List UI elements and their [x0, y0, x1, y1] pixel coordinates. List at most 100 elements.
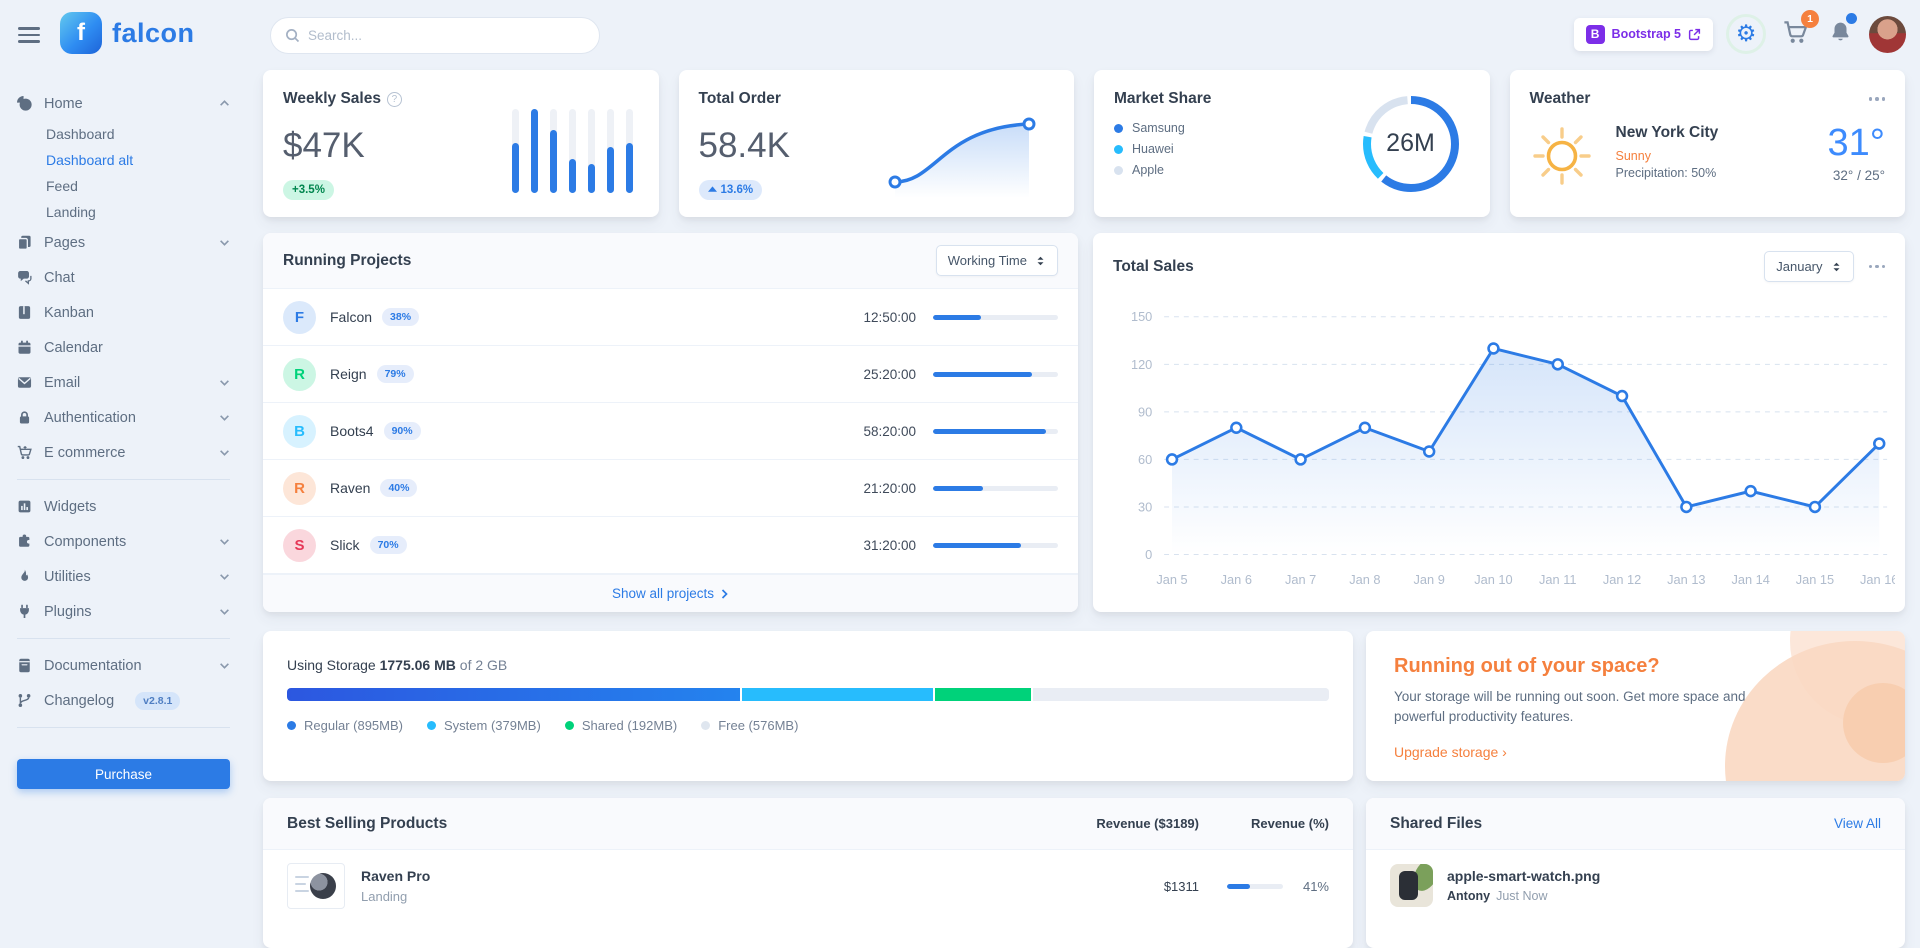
weather-card: Weather New York City Sunny Precipi	[1509, 70, 1905, 217]
card-menu-icon[interactable]	[1868, 97, 1885, 101]
svg-text:30: 30	[1138, 499, 1152, 514]
sidebar-item-label: Home	[44, 95, 83, 112]
total-order-badge: 13.6%	[698, 180, 763, 200]
sidebar-item-components[interactable]: Components	[17, 524, 230, 559]
file-owner: Antony	[1447, 889, 1491, 903]
storage-legend-item: Free (576MB)	[701, 718, 798, 733]
chevron-up-icon	[219, 98, 230, 109]
cart-button[interactable]: 1	[1779, 9, 1819, 53]
storage-legend-item: System (379MB)	[427, 718, 541, 733]
shared-files-card: Shared Files View All apple-smart-watch.…	[1366, 798, 1905, 948]
legend-dot	[1114, 123, 1123, 133]
bell-icon	[1832, 22, 1849, 41]
storage-segment-1	[742, 688, 936, 701]
project-avatar: S	[283, 528, 316, 562]
show-all-projects-link[interactable]: Show all projects	[263, 574, 1078, 612]
project-avatar: F	[283, 300, 316, 334]
email-icon	[17, 375, 33, 390]
working-time-select[interactable]: Working Time	[935, 245, 1058, 276]
month-select[interactable]: January	[1764, 251, 1854, 282]
notification-dot-badge	[1846, 13, 1857, 24]
file-name[interactable]: apple-smart-watch.png	[1447, 868, 1601, 884]
sidebar-item-dashboard[interactable]: Dashboard	[17, 121, 230, 147]
weekly-sales-bar	[511, 109, 519, 193]
project-progress-badge: 90%	[383, 422, 421, 440]
sidebar-item-dashboard-alt[interactable]: Dashboard alt	[17, 147, 230, 173]
sidebar-item-label: Kanban	[44, 304, 94, 321]
storage-legend-item: Shared (192MB)	[564, 718, 677, 733]
legend-dot	[1114, 165, 1123, 175]
brand-name: falcon	[112, 17, 195, 48]
sidebar-item-calendar[interactable]: Calendar	[17, 330, 230, 365]
storage-card: Using Storage 1775.06 MB of 2 GB Regular…	[263, 631, 1353, 781]
sidebar-item-home[interactable]: Home	[17, 86, 230, 121]
project-name[interactable]: Slick	[330, 537, 360, 553]
project-name[interactable]: Boots4	[330, 423, 374, 439]
svg-text:60: 60	[1138, 452, 1152, 467]
card-title: Total Order	[698, 90, 781, 107]
bootstrap-version-badge[interactable]: B Bootstrap 5	[1573, 17, 1713, 51]
project-time: 12:50:00	[863, 309, 916, 325]
weather-range: 32° / 25°	[1832, 168, 1885, 183]
legend-dot	[701, 721, 711, 730]
project-name[interactable]: Falcon	[330, 309, 373, 325]
svg-text:150: 150	[1131, 309, 1152, 324]
project-progress-bar	[933, 485, 1058, 491]
external-link-icon	[1688, 28, 1701, 40]
cart-icon	[1784, 20, 1808, 43]
sidebar-item-utilities[interactable]: Utilities	[17, 559, 230, 594]
brand-logo[interactable]: f falcon	[60, 12, 195, 54]
project-row-reign: R Reign 79% 25:20:00	[263, 346, 1078, 403]
chat-icon	[17, 270, 33, 285]
project-row-raven: R Raven 40% 21:20:00	[263, 460, 1078, 517]
card-menu-icon[interactable]	[1868, 264, 1885, 269]
sidebar-item-kanban[interactable]: Kanban	[17, 295, 230, 330]
project-row-boots4: B Boots4 90% 58:20:00	[263, 403, 1078, 460]
help-icon[interactable]: ?	[386, 92, 402, 107]
sidebar-item-feed[interactable]: Feed	[17, 173, 230, 199]
sidebar-item-label: Pages	[44, 234, 86, 251]
sidebar-item-label: Plugins	[44, 603, 92, 620]
sidebar-item-plugins[interactable]: Plugins	[17, 594, 230, 629]
sidebar-item-label: Feed	[46, 178, 78, 194]
chevron-down-icon	[219, 377, 230, 388]
sidebar-item-chat[interactable]: Chat	[17, 260, 230, 295]
purchase-button[interactable]: Purchase	[17, 759, 230, 789]
sidebar-item-e-commerce[interactable]: E commerce	[17, 435, 230, 470]
decorative-blob	[1843, 683, 1905, 763]
search-box[interactable]	[270, 17, 600, 54]
view-all-link[interactable]: View All	[1833, 816, 1881, 831]
hamburger-menu-icon[interactable]	[18, 27, 40, 47]
sidebar-divider	[17, 727, 230, 728]
column-revenue: Revenue ($3189)	[1096, 816, 1199, 831]
project-name[interactable]: Raven	[330, 480, 371, 496]
sidebar-item-widgets[interactable]: Widgets	[17, 489, 230, 524]
sidebar-item-documentation[interactable]: Documentation	[17, 648, 230, 683]
project-avatar: R	[283, 357, 316, 391]
upgrade-storage-link[interactable]: Upgrade storage ›	[1394, 743, 1507, 760]
shared-file-row: apple-smart-watch.png Antony Just Now	[1366, 850, 1905, 921]
legend-item-samsung: Samsung	[1114, 121, 1470, 135]
settings-button[interactable]: ⚙	[1726, 14, 1766, 54]
sun-icon	[1532, 127, 1591, 185]
sidebar-item-authentication[interactable]: Authentication	[17, 400, 230, 435]
product-name[interactable]: Raven Pro	[361, 868, 431, 884]
storage-legend-item: Regular (895MB)	[287, 718, 403, 733]
sidebar-item-pages[interactable]: Pages	[17, 225, 230, 260]
user-avatar[interactable]	[1869, 15, 1906, 53]
weather-condition: Sunny	[1615, 149, 1651, 163]
svg-text:120: 120	[1131, 357, 1152, 372]
sidebar-item-landing[interactable]: Landing	[17, 199, 230, 225]
project-name[interactable]: Reign	[330, 366, 367, 382]
sidebar-item-changelog[interactable]: Changelog v2.8.1	[17, 683, 230, 718]
weekly-sales-bar	[625, 109, 633, 193]
storage-title: Using Storage 1775.06 MB of 2 GB	[287, 657, 508, 673]
sort-arrows-icon	[1037, 256, 1044, 265]
sidebar-item-label: Widgets	[44, 498, 97, 515]
sidebar-item-label: Components	[44, 533, 127, 550]
notifications-button[interactable]	[1825, 13, 1857, 52]
link-label: Show all projects	[611, 586, 715, 601]
kanban-icon	[17, 305, 33, 320]
search-input[interactable]	[308, 28, 585, 43]
sidebar-item-email[interactable]: Email	[17, 365, 230, 400]
